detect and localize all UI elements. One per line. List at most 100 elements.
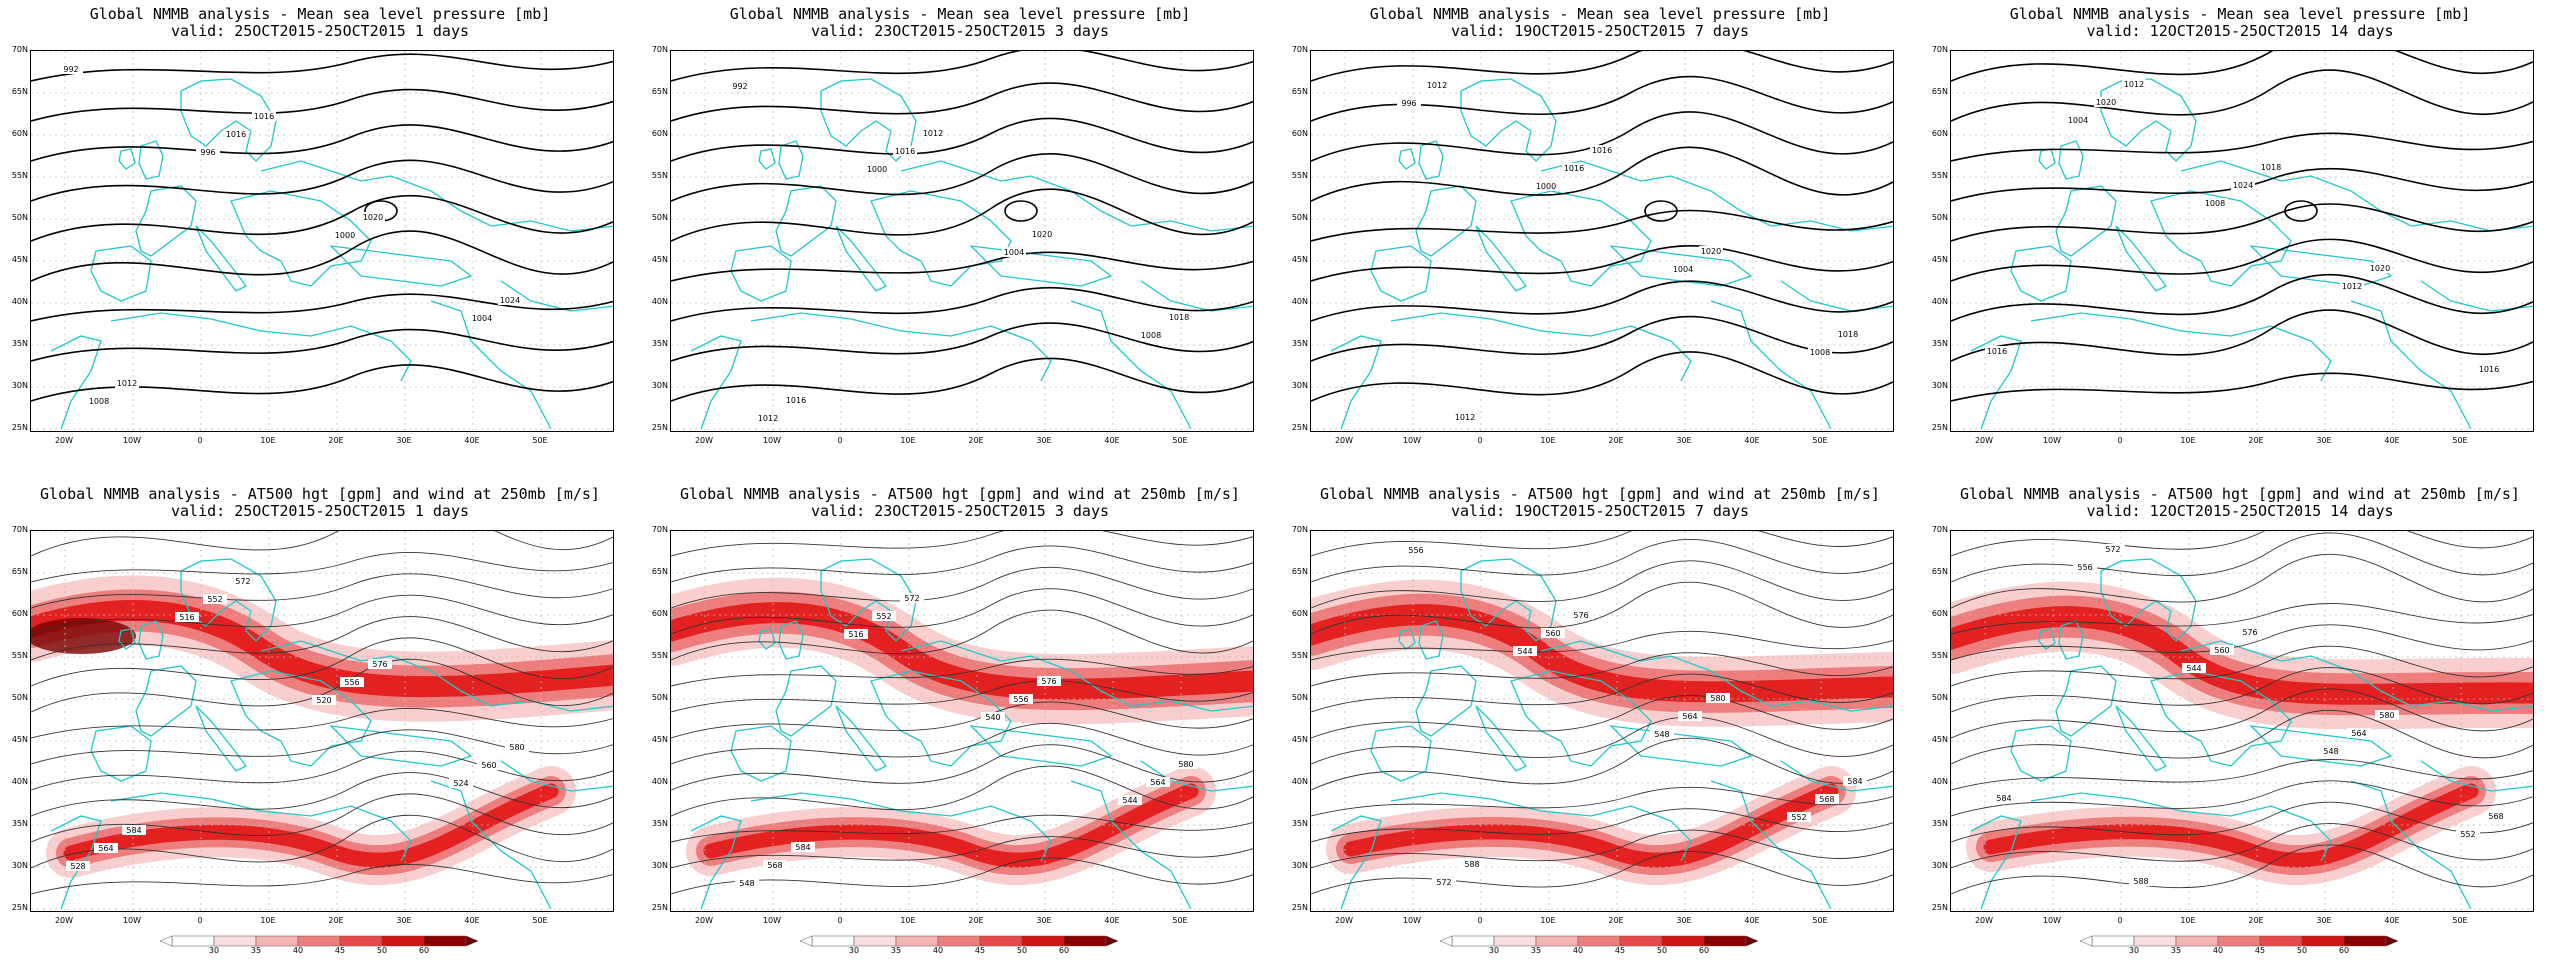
coastline — [900, 640, 1253, 712]
isoline-label-bg — [175, 612, 199, 622]
latitude-tick-label: 60N — [11, 609, 28, 618]
isoline — [1951, 844, 2533, 895]
isoline — [1311, 146, 1893, 202]
isoline — [671, 609, 1253, 661]
map-canvas: 992 996 1000 1004 1008 1016 1020 1024 1012 1016 — [31, 51, 613, 431]
latitude-tick-label: 70N — [1291, 45, 1308, 54]
isoline-label: 1018 — [1169, 313, 1189, 322]
colorbar-swatch — [979, 935, 1023, 947]
isoline-label: 524 — [453, 779, 468, 788]
isoline — [671, 51, 1253, 82]
coastline — [1140, 760, 1253, 792]
latitude-tick-label: 35N — [651, 819, 668, 828]
isoline — [1951, 624, 2533, 661]
colorbar-arrow-right — [2385, 935, 2399, 947]
colorbar-tick-label: 35 — [250, 946, 262, 955]
isoline-label: 588 — [2133, 877, 2148, 886]
longitude-tick-label: 50E — [532, 916, 548, 925]
isoline-closed — [1644, 200, 1678, 222]
isoline — [1951, 645, 2533, 687]
isoline — [671, 722, 1253, 765]
latitude-tick-label: 45N — [1291, 735, 1308, 744]
colorbar-swatch — [171, 935, 215, 947]
panel-title: Global NMMB analysis - AT500 hgt [gpm] a… — [40, 485, 600, 503]
wind-speed-shading — [63, 783, 559, 868]
colorbar-tick-label: 60 — [418, 946, 430, 955]
coastline — [230, 190, 372, 287]
isoline-label-bg — [340, 677, 364, 687]
colorbar-swatch — [1577, 935, 1621, 947]
isoline-label-bg — [865, 164, 889, 174]
isoline-label: 1016 — [254, 112, 274, 121]
colorbar-swatch — [1619, 935, 1663, 947]
coastline — [750, 792, 1052, 862]
isoline — [1951, 69, 2533, 122]
map-frame: 992 1000 1004 1008 1012 1016 1020 1018 1016 1012 — [670, 50, 1254, 432]
wind-speed-shading — [1983, 783, 2479, 868]
isoline — [1951, 372, 2533, 402]
coastline — [430, 300, 552, 430]
isoline-label-bg — [1397, 98, 1421, 108]
isoline-label: 580 — [509, 743, 524, 752]
latitude-tick-label: 25N — [1291, 423, 1308, 432]
panel-valid-period: valid: 19OCT2015-25OCT2015 7 days — [1450, 22, 1749, 40]
longitude-tick-label: 20E — [968, 916, 984, 925]
coastline — [1418, 620, 1444, 660]
isoline-label: 572 — [904, 594, 919, 603]
isoline-label-bg — [59, 64, 83, 74]
isoline-label: 560 — [2214, 646, 2229, 655]
coastline — [180, 78, 277, 162]
longitude-tick-label: 10W — [762, 916, 782, 925]
map-canvas: 544 548 552 556 560 564 568 572 576 580 584 588 — [1311, 531, 1893, 911]
longitude-tick-label: 20W — [694, 436, 714, 445]
isoline — [1951, 780, 2533, 817]
coastline — [690, 815, 742, 910]
isoline-label: 996 — [1401, 99, 1416, 108]
isoline-label: 1020 — [2370, 264, 2390, 273]
isoline — [1311, 51, 1893, 82]
longitude-tick-label: 30E — [2316, 916, 2332, 925]
isoline — [1311, 850, 1893, 895]
colorbar-tick-label: 40 — [1572, 946, 1584, 955]
latitude-tick-label: 30N — [1931, 861, 1948, 870]
isoline — [1311, 652, 1893, 687]
longitude-tick-label: 0 — [837, 436, 843, 445]
panel-valid-period: valid: 12OCT2015-25OCT2015 14 days — [2086, 502, 2394, 520]
latitude-tick-label: 50N — [651, 693, 668, 702]
colorbar-tick-label: 60 — [1698, 946, 1710, 955]
coastline — [730, 725, 792, 782]
coastline — [2115, 705, 2167, 772]
latitude-tick-label: 45N — [1931, 735, 1948, 744]
longitude-tick-label: 20W — [54, 436, 74, 445]
colorbar-tick-label: 50 — [1656, 946, 1668, 955]
map-canvas: 1004 1008 1012 1016 1020 1024 1020 1016 1012 1018 — [1951, 51, 2533, 431]
map-frame: 516 520 524 528 552 556 560 564 572 576 580 584 — [30, 530, 614, 912]
coastline — [195, 225, 247, 292]
mslp-map-panel: Global NMMB analysis - Mean sea level pr… — [640, 0, 1280, 480]
coastline — [2030, 792, 2332, 862]
longitude-tick-label: 50E — [1172, 436, 1188, 445]
latitude-tick-label: 65N — [1931, 87, 1948, 96]
colorbar-swatch — [1661, 935, 1705, 947]
panel-title: Global NMMB analysis - AT500 hgt [gpm] a… — [1960, 485, 2520, 503]
isoline — [31, 194, 613, 242]
isoline — [31, 814, 613, 869]
isoline-label-bg — [1460, 859, 1484, 869]
mslp-map-panel: Global NMMB analysis - Mean sea level pr… — [1920, 0, 2560, 480]
latitude-tick-label: 65N — [651, 567, 668, 576]
colorbar-tick-label: 50 — [376, 946, 388, 955]
isoline-label-bg — [252, 111, 276, 121]
longitude-tick-label: 10W — [2042, 916, 2062, 925]
latitude-tick-label: 25N — [1931, 423, 1948, 432]
colorbar-swatch — [2133, 935, 2177, 947]
isoline-label: 560 — [481, 761, 496, 770]
coastline — [2055, 665, 2117, 737]
latitude-tick-label: 40N — [1931, 297, 1948, 306]
isoline — [671, 322, 1253, 362]
latitude-tick-label: 70N — [11, 525, 28, 534]
isoline-label: 576 — [1573, 611, 1588, 620]
colorbar-swatch — [2301, 935, 2345, 947]
isoline — [1951, 309, 2533, 362]
isoline-label-bg — [1118, 795, 1142, 805]
isoline — [31, 53, 613, 82]
